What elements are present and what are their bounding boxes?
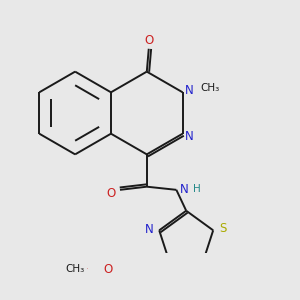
Text: N: N (185, 84, 194, 97)
Text: S: S (219, 222, 227, 235)
Text: H: H (194, 184, 201, 194)
Text: N: N (145, 223, 153, 236)
Text: O: O (87, 268, 88, 269)
Text: O: O (104, 262, 113, 276)
Text: N: N (180, 182, 189, 196)
Text: CH₃: CH₃ (65, 264, 84, 274)
Text: O: O (144, 34, 153, 46)
Text: O: O (107, 187, 116, 200)
Text: N: N (185, 130, 194, 143)
Text: CH₃: CH₃ (201, 82, 220, 93)
